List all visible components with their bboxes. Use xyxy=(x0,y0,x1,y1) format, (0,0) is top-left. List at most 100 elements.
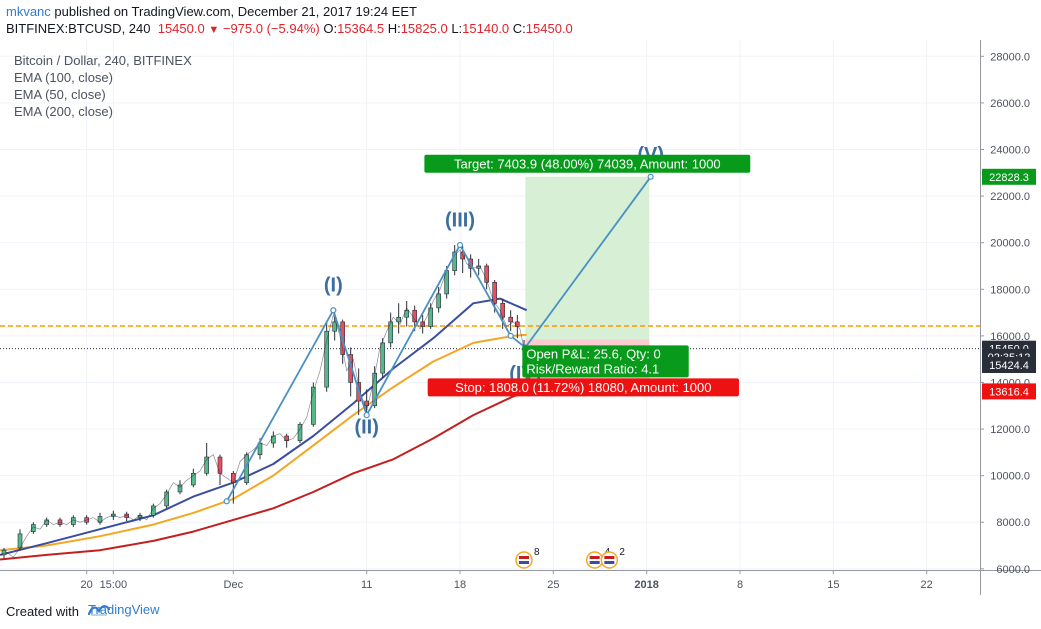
candle-up[interactable] xyxy=(311,386,316,425)
candle-up[interactable] xyxy=(151,505,156,516)
ema50-line[interactable] xyxy=(0,333,527,552)
flag-stripe xyxy=(519,561,529,564)
wave-point[interactable] xyxy=(223,498,230,505)
time-tick-label: 15:00 xyxy=(100,579,128,591)
candle-up[interactable] xyxy=(372,372,377,407)
pnl-box[interactable] xyxy=(522,345,689,378)
time-tick-label: 11 xyxy=(361,579,372,591)
time-tick-label: 8 xyxy=(737,579,743,591)
event-count: 2 xyxy=(619,547,625,558)
time-tick-label: 20 xyxy=(81,579,93,591)
low-label: L: xyxy=(451,21,463,36)
candle-up[interactable] xyxy=(204,456,209,474)
ema200-line[interactable] xyxy=(0,390,528,561)
price-tick-label: 28000.0 xyxy=(990,51,1030,63)
author-link[interactable]: mkvanc xyxy=(6,4,51,19)
flag-stripe xyxy=(589,556,600,559)
us-flag-icon[interactable] xyxy=(515,551,533,569)
low-value: 15140.0 xyxy=(462,21,510,36)
price-tick-label: 24000.0 xyxy=(990,144,1030,156)
stop-label: Stop: 1808.0 (11.72%) 18080, Amount: 100… xyxy=(455,380,711,395)
tradingview-logo-icon xyxy=(88,605,110,616)
wave-point[interactable] xyxy=(330,307,337,314)
candle-up[interactable] xyxy=(31,524,36,532)
legend-ema100[interactable]: EMA (100, close) xyxy=(14,70,113,85)
candle-up[interactable] xyxy=(324,330,329,388)
candle-down[interactable] xyxy=(500,302,505,318)
target-label: Target: 7403.9 (48.00%) 74039, Amount: 1… xyxy=(454,156,721,171)
wave-label: (II) xyxy=(354,417,378,439)
candle-up[interactable] xyxy=(380,342,385,374)
close-price-trace xyxy=(0,249,525,558)
candle-down[interactable] xyxy=(217,456,223,474)
time-tick-label: 22 xyxy=(921,579,933,591)
high-label: H: xyxy=(387,21,401,36)
us-flag-icon[interactable] xyxy=(600,551,619,569)
legend-title: Bitcoin / Dollar, 240, BITFINEX xyxy=(14,53,192,68)
price-tick-label: 18000.0 xyxy=(990,284,1030,296)
price-tick-label: 12000.0 xyxy=(990,424,1030,436)
time-tick-label: Dec xyxy=(224,579,244,591)
wave-point[interactable] xyxy=(647,173,654,180)
candle-up[interactable] xyxy=(164,491,169,507)
price-marker[interactable] xyxy=(982,356,1036,373)
symbol-name: BITFINEX:BTCUSD, 240 xyxy=(6,21,151,36)
tradingview-brand[interactable]: TradingView xyxy=(88,602,160,617)
chart-area[interactable]: (I)(II)(III)(IV)(V)Target: 7403.9 (48.00… xyxy=(0,40,1041,595)
ema100-line[interactable] xyxy=(0,297,528,556)
time-tick-label: 15 xyxy=(827,579,839,591)
candle-up[interactable] xyxy=(271,435,276,444)
price-marker-label: 15424.4 xyxy=(989,360,1029,372)
open-pnl-label: Open P&L: 25.6, Qty: 0 xyxy=(526,346,660,361)
price-tick-label: 22000.0 xyxy=(990,191,1030,203)
target-label-box[interactable] xyxy=(424,154,751,173)
price-tick-label: 16000.0 xyxy=(990,331,1030,343)
close-label: C: xyxy=(512,21,526,36)
publish-line: mkvanc published on TradingView.com, Dec… xyxy=(6,4,417,20)
legend-ema50[interactable]: EMA (50, close) xyxy=(14,87,106,102)
down-arrow-icon: ▼ xyxy=(208,24,220,36)
risk-reward-label: Risk/Reward Ratio: 4.1 xyxy=(526,361,659,376)
legend-ema200[interactable]: EMA (200, close) xyxy=(14,104,113,119)
wave-label: (III) xyxy=(445,209,475,231)
candle-down[interactable] xyxy=(484,265,489,283)
price-tick-label: 20000.0 xyxy=(990,238,1030,250)
flag-stripe xyxy=(519,556,529,559)
candle-up[interactable] xyxy=(436,293,441,309)
wave-point[interactable] xyxy=(456,241,464,249)
open-label: O: xyxy=(323,21,338,36)
price-marker-label: 22828.3 xyxy=(989,172,1029,184)
candle-up[interactable] xyxy=(297,424,303,442)
wave-point[interactable] xyxy=(507,332,514,339)
wave-label: (I) xyxy=(324,275,343,297)
candle-up[interactable] xyxy=(388,321,393,344)
price-tick-label: 8000.0 xyxy=(996,517,1030,529)
candle-up[interactable] xyxy=(396,316,401,323)
price-tick-label: 26000.0 xyxy=(990,98,1030,110)
price-marker[interactable] xyxy=(982,383,1036,400)
open-value: 15364.5 xyxy=(337,21,385,36)
candle-up[interactable] xyxy=(191,473,196,486)
price-tick-label: 6000.0 xyxy=(996,564,1030,576)
created-with-text: Created with xyxy=(6,604,79,619)
price-chart[interactable]: (I)(II)(III)(IV)(V)Target: 7403.9 (48.00… xyxy=(0,40,1041,595)
published-text: published on TradingView.com, December 2… xyxy=(54,4,417,19)
us-flag-icon[interactable] xyxy=(585,551,604,569)
candle-up[interactable] xyxy=(177,484,183,493)
target-zone[interactable] xyxy=(525,176,650,340)
price-marker-label: 13616.4 xyxy=(989,386,1029,398)
footer: Created with TradingView xyxy=(0,596,1041,629)
candle-up[interactable] xyxy=(452,251,457,271)
wave-point[interactable] xyxy=(363,411,370,419)
stop-label-box[interactable] xyxy=(427,378,739,397)
flag-stripe xyxy=(604,561,615,564)
candle-down[interactable] xyxy=(508,316,513,323)
price-marker[interactable] xyxy=(982,168,1036,185)
price-tick-label: 10000.0 xyxy=(990,471,1030,483)
event-count: 8 xyxy=(534,547,540,558)
high-value: 15825.0 xyxy=(400,21,448,36)
flag-stripe xyxy=(589,561,600,564)
last-price: 15450.0 xyxy=(157,21,205,36)
symbol-line: BITFINEX:BTCUSD, 240 15450.0 ▼ −975.0 (−… xyxy=(6,21,573,38)
time-tick-label: 25 xyxy=(547,579,559,591)
